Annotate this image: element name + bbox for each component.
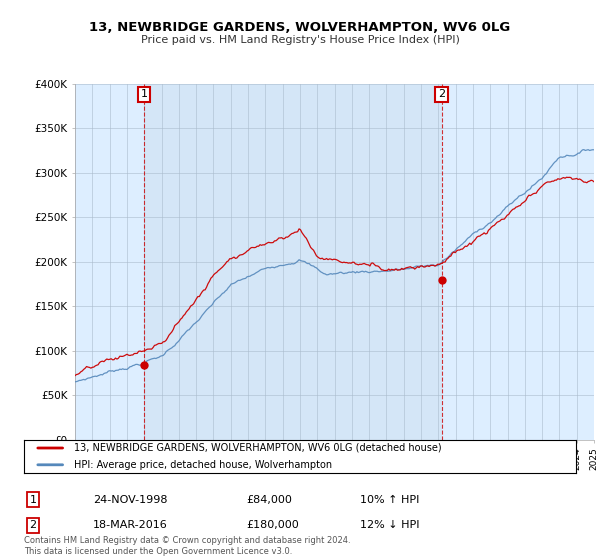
Text: HPI: Average price, detached house, Wolverhampton: HPI: Average price, detached house, Wolv…: [74, 460, 332, 470]
Text: 1: 1: [141, 90, 148, 99]
Text: Price paid vs. HM Land Registry's House Price Index (HPI): Price paid vs. HM Land Registry's House …: [140, 35, 460, 45]
Bar: [144, 84, 442, 440]
Text: 2: 2: [438, 90, 445, 99]
Text: 10% ↑ HPI: 10% ↑ HPI: [360, 494, 419, 505]
Text: 12% ↓ HPI: 12% ↓ HPI: [360, 520, 419, 530]
Text: £180,000: £180,000: [246, 520, 299, 530]
Text: Contains HM Land Registry data © Crown copyright and database right 2024.
This d: Contains HM Land Registry data © Crown c…: [24, 536, 350, 556]
Text: 2: 2: [29, 520, 37, 530]
Text: 13, NEWBRIDGE GARDENS, WOLVERHAMPTON, WV6 0LG: 13, NEWBRIDGE GARDENS, WOLVERHAMPTON, WV…: [89, 21, 511, 34]
Text: 18-MAR-2016: 18-MAR-2016: [93, 520, 168, 530]
Text: 1: 1: [29, 494, 37, 505]
Text: 13, NEWBRIDGE GARDENS, WOLVERHAMPTON, WV6 0LG (detached house): 13, NEWBRIDGE GARDENS, WOLVERHAMPTON, WV…: [74, 443, 442, 453]
Text: 24-NOV-1998: 24-NOV-1998: [93, 494, 167, 505]
Text: £84,000: £84,000: [246, 494, 292, 505]
